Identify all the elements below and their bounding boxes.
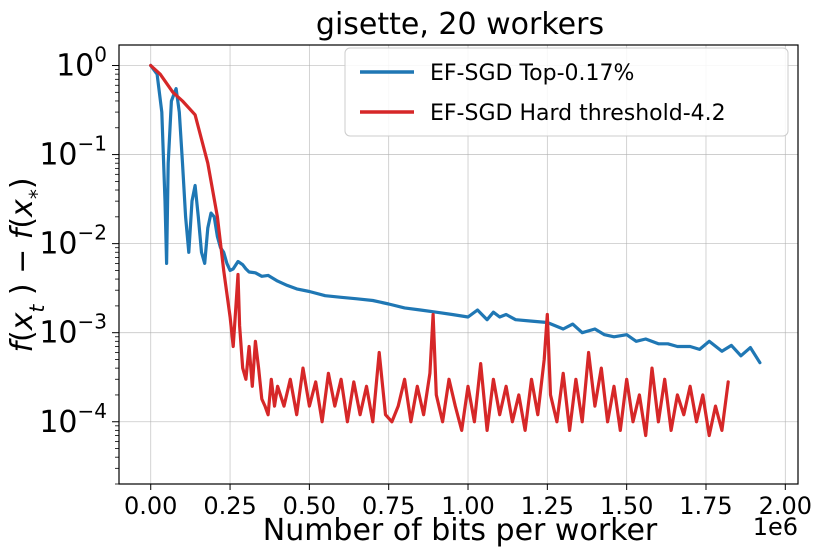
x-tick-label: 1.00 <box>441 492 494 520</box>
legend-label-top-k: EF-SGD Top-0.17% <box>430 61 634 86</box>
y-label-sub-t: t <box>25 304 49 313</box>
series-line-hard-threshold <box>149 63 730 438</box>
x-tick-label: 0.00 <box>124 492 177 520</box>
chart-title: gisette, 20 workers <box>316 7 604 42</box>
y-tick-label: 10−1 <box>39 132 107 173</box>
y-label-paren2: ( <box>5 217 40 229</box>
x-axis-offset-label: 1e6 <box>753 513 798 541</box>
y-label-x: x <box>5 312 40 331</box>
y-tick-label: 10−4 <box>39 399 107 440</box>
x-tick-label: 0.50 <box>283 492 336 520</box>
x-tick-label: 1.25 <box>521 492 574 520</box>
series-line-top-k <box>149 63 762 365</box>
legend: EF-SGD Top-0.17% EF-SGD Hard threshold-4… <box>344 47 789 137</box>
series-layer <box>149 63 762 438</box>
y-label-sub-star: * <box>25 189 49 199</box>
x-tick-label: 1.50 <box>600 492 653 520</box>
plot-frame <box>118 44 799 485</box>
x-tick-label: 2.00 <box>759 492 812 520</box>
y-label-paren: ( <box>5 330 40 342</box>
y-tick-label: 100 <box>56 43 107 84</box>
legend-label-hard-threshold: EF-SGD Hard threshold-4.2 <box>430 101 726 126</box>
x-tick-label: 0.25 <box>203 492 256 520</box>
y-tick-label: 10−3 <box>39 310 107 351</box>
y-label-close2: ) <box>5 177 40 189</box>
x-tick-label: 0.75 <box>362 492 415 520</box>
x-tick-label: 1.75 <box>679 492 732 520</box>
legend-box <box>344 47 789 137</box>
x-axis-ticks: 0.00 0.25 0.50 0.75 1.00 1.25 1.50 1.75 2.00 <box>124 484 812 520</box>
y-tick-label: 10−2 <box>39 221 107 262</box>
y-label-close: ) − <box>5 239 40 304</box>
y-axis-label: f(xt ) − f(x*) <box>5 177 49 352</box>
y-axis-ticks: 100 10−1 10−2 10−3 10−4 <box>39 43 119 485</box>
x-axis-label: Number of bits per worker <box>263 513 658 548</box>
y-label-x2: x <box>5 199 40 218</box>
